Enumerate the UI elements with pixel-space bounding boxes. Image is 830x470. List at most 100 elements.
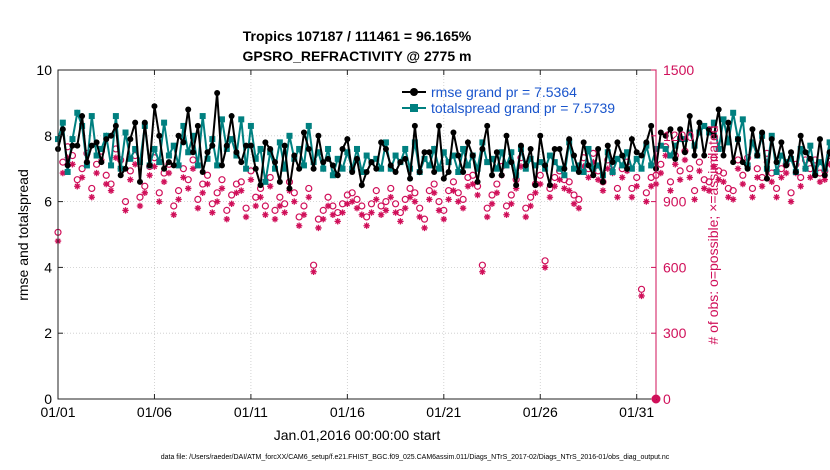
- obs-assimilated-point: [209, 209, 216, 216]
- rmse-point: [681, 149, 688, 156]
- totalspread-point: [445, 159, 452, 166]
- obs-assimilated-point: [565, 187, 573, 194]
- rmse-point: [108, 132, 115, 139]
- obs-assimilated-point: [705, 187, 713, 194]
- rmse-point: [686, 113, 693, 120]
- obs-assimilated-point: [156, 198, 163, 205]
- obs-assimilated-point: [667, 187, 674, 194]
- obs-possible-point: [435, 198, 443, 206]
- obs-assimilated-point: [672, 161, 679, 168]
- totalspread-point: [315, 149, 322, 156]
- totalspread-point: [739, 116, 746, 123]
- obs-possible-point: [478, 261, 486, 269]
- obs-possible-point: [377, 202, 385, 210]
- totalspread-point: [69, 136, 76, 143]
- rmse-point: [363, 168, 370, 175]
- totalspread-point: [190, 132, 197, 139]
- totalspread-point: [561, 172, 568, 179]
- rmse-point: [161, 165, 168, 172]
- obs-assimilated-point: [141, 189, 149, 197]
- totalspread-point: [59, 119, 66, 126]
- obs-possible-point: [242, 204, 250, 212]
- obs-assimilated-point: [204, 180, 211, 188]
- rmse-point: [267, 145, 274, 152]
- rmse-point: [392, 168, 399, 175]
- rmse-point: [79, 113, 86, 120]
- rmse-point: [590, 172, 597, 179]
- totalspread-point: [778, 152, 785, 159]
- totalspread-point: [233, 152, 240, 159]
- rmse-spread-series: [55, 90, 830, 192]
- rmse-point: [604, 142, 611, 149]
- rmse-point: [638, 152, 645, 159]
- rmse-point: [214, 90, 221, 97]
- obs-possible-point: [787, 189, 795, 197]
- obs-assimilated-point: [638, 292, 645, 300]
- rmse-point: [778, 139, 785, 146]
- obs-possible-point: [686, 165, 694, 173]
- y-right-tick-label: 1500: [663, 62, 694, 78]
- rmse-point: [812, 172, 819, 179]
- obs-assimilated-point: [787, 198, 795, 205]
- y-axis-label-left: rmse and totalspread: [15, 169, 31, 301]
- y-right-tick-label: 900: [663, 194, 687, 210]
- totalspread-point: [267, 149, 274, 156]
- obs-assimilated-point: [783, 169, 790, 177]
- totalspread-point: [156, 159, 163, 166]
- totalspread-point: [460, 145, 467, 152]
- rmse-point: [561, 165, 568, 172]
- totalspread-point: [382, 139, 389, 146]
- obs-possible-point: [710, 154, 718, 162]
- obs-assimilated-point: [541, 264, 549, 271]
- obs-possible-point: [382, 198, 390, 206]
- totalspread-point: [98, 145, 105, 152]
- rmse-point: [657, 129, 664, 136]
- totalspread-point: [228, 136, 235, 143]
- obs-assimilated-point: [426, 196, 433, 203]
- obs-assimilated-point: [238, 187, 245, 194]
- rmse-point: [416, 168, 423, 175]
- rmse-point: [431, 168, 438, 175]
- rmse-point: [556, 145, 563, 152]
- obs-possible-point: [695, 158, 704, 166]
- legend: rmse grand pr = 7.5364 totalspread grand…: [402, 84, 615, 116]
- rmse-point: [788, 149, 795, 156]
- obs-possible-point: [541, 257, 549, 265]
- obs-assimilated-point: [503, 211, 510, 218]
- y-tick-label: 0: [44, 391, 52, 407]
- rmse-point: [720, 152, 727, 159]
- totalspread-point: [633, 155, 640, 162]
- totalspread-point: [691, 142, 698, 149]
- rmse-point: [566, 136, 573, 143]
- obs-assimilated-point: [696, 167, 703, 175]
- totalspread-point: [513, 172, 520, 179]
- y-tick-label: 2: [44, 325, 52, 341]
- obs-assimilated-point: [247, 176, 255, 183]
- obs-assimilated-point: [199, 189, 206, 197]
- obs-assimilated-point: [517, 163, 525, 170]
- rmse-point: [498, 172, 505, 179]
- rmse-point: [493, 149, 500, 156]
- obs-assimilated-point: [377, 211, 385, 218]
- rmse-point: [571, 152, 578, 159]
- obs-possible-point: [309, 261, 318, 269]
- rmse-point: [74, 142, 81, 149]
- rmse-point: [546, 182, 553, 189]
- rmse-point: [807, 155, 814, 162]
- totalspread-point: [763, 165, 770, 172]
- rmse-point: [218, 162, 225, 169]
- totalspread-point: [339, 165, 346, 172]
- rmse-point: [339, 145, 346, 152]
- obs-assimilated-point: [701, 185, 708, 192]
- obs-possible-point: [155, 189, 163, 197]
- totalspread-point: [325, 145, 332, 152]
- rmse-point: [469, 152, 476, 159]
- obs-assimilated-point: [590, 158, 597, 166]
- totalspread-point: [508, 149, 515, 156]
- totalspread-point: [296, 145, 303, 152]
- totalspread-point: [329, 172, 336, 179]
- rmse-point: [754, 152, 761, 159]
- rmse-point: [744, 165, 751, 172]
- rmse-point: [358, 182, 365, 189]
- totalspread-point: [648, 162, 655, 169]
